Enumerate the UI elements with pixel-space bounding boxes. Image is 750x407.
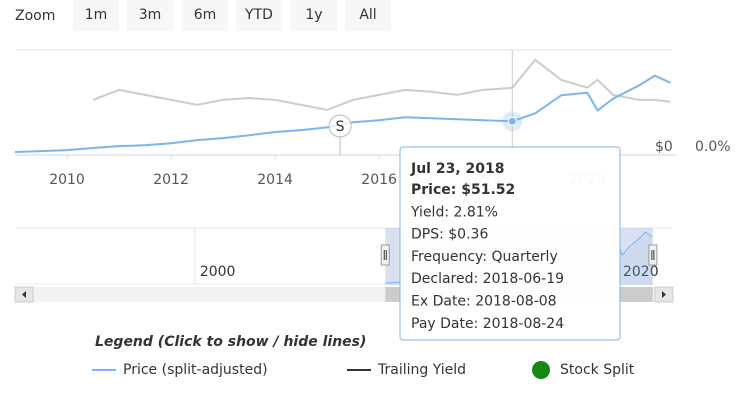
zoom-button-label: 3m xyxy=(139,7,162,23)
zoom-button-label: 1y xyxy=(305,7,322,23)
navigator-tick-label: 2000 xyxy=(200,264,236,280)
zoom-button-bg xyxy=(291,0,337,31)
legend-item[interactable]: Price (split-adjusted) xyxy=(92,362,268,378)
tooltip-line: Frequency: Quarterly xyxy=(411,249,558,265)
series-line xyxy=(14,74,671,153)
legend-label: Trailing Yield xyxy=(377,362,466,378)
hover-point xyxy=(507,116,517,126)
zoom-button[interactable]: 6m xyxy=(182,0,228,31)
zoom-button-label: YTD xyxy=(244,7,273,23)
zoom-label: Zoom xyxy=(15,8,55,24)
legend-item[interactable]: Stock Split xyxy=(532,361,635,379)
scroll-right[interactable] xyxy=(654,286,674,303)
legend-title: Legend (Click to show / hide lines) xyxy=(95,334,366,350)
zoom-button-label: 1m xyxy=(85,7,108,23)
tooltip-line: Ex Date: 2018-08-08 xyxy=(411,294,557,310)
legend-item[interactable]: Trailing Yield xyxy=(347,362,466,378)
split-marker xyxy=(328,114,352,138)
tooltip-line: Pay Date: 2018-08-24 xyxy=(411,316,564,332)
zoom-button-bg xyxy=(127,0,173,31)
tooltip-line: DPS: $0.36 xyxy=(411,227,488,243)
zoom-button-bg xyxy=(236,0,282,31)
tooltip-line: Declared: 2018-06-19 xyxy=(411,271,564,287)
split-marker-label: S xyxy=(336,119,345,135)
series-line xyxy=(92,58,671,111)
tooltip-box xyxy=(399,146,621,341)
zoom-button-label: 6m xyxy=(194,7,217,23)
scroll-arrow xyxy=(662,291,666,298)
x-tick-label: 2016 xyxy=(361,172,397,188)
zoom-button-bg xyxy=(73,0,119,31)
zoom-button[interactable]: YTD xyxy=(236,0,282,31)
legend-label: Price (split-adjusted) xyxy=(123,362,268,378)
navigator-handle[interactable] xyxy=(648,244,658,266)
y-tick-label: $0 xyxy=(655,139,673,155)
zoom-button[interactable]: 1m xyxy=(73,0,119,31)
handle-body xyxy=(648,244,658,266)
zoom-button-bg xyxy=(182,0,228,31)
x-tick-label: 2010 xyxy=(49,172,85,188)
y2-tick-label: 0.0% xyxy=(695,139,731,155)
x-tick-label: 2012 xyxy=(153,172,189,188)
tooltip-line: Price: $51.52 xyxy=(411,182,515,198)
legend-label: Stock Split xyxy=(560,362,635,378)
tooltip-line: Yield: 2.81% xyxy=(410,204,498,220)
legend-symbol xyxy=(532,361,550,379)
scroll-left[interactable] xyxy=(14,286,34,303)
scroll-arrow xyxy=(22,291,26,298)
zoom-button[interactable]: 3m xyxy=(127,0,173,31)
tooltip-title: Jul 23, 2018 xyxy=(410,161,505,177)
zoom-button-bg xyxy=(345,0,391,31)
handle-body xyxy=(380,244,390,266)
x-tick-label: 2014 xyxy=(257,172,293,188)
zoom-button[interactable]: 1y xyxy=(291,0,337,31)
zoom-button-label: All xyxy=(359,7,376,23)
navigator-tick-label: 2020 xyxy=(623,264,659,280)
navigator-handle[interactable] xyxy=(380,244,390,266)
zoom-button[interactable]: All xyxy=(345,0,391,31)
